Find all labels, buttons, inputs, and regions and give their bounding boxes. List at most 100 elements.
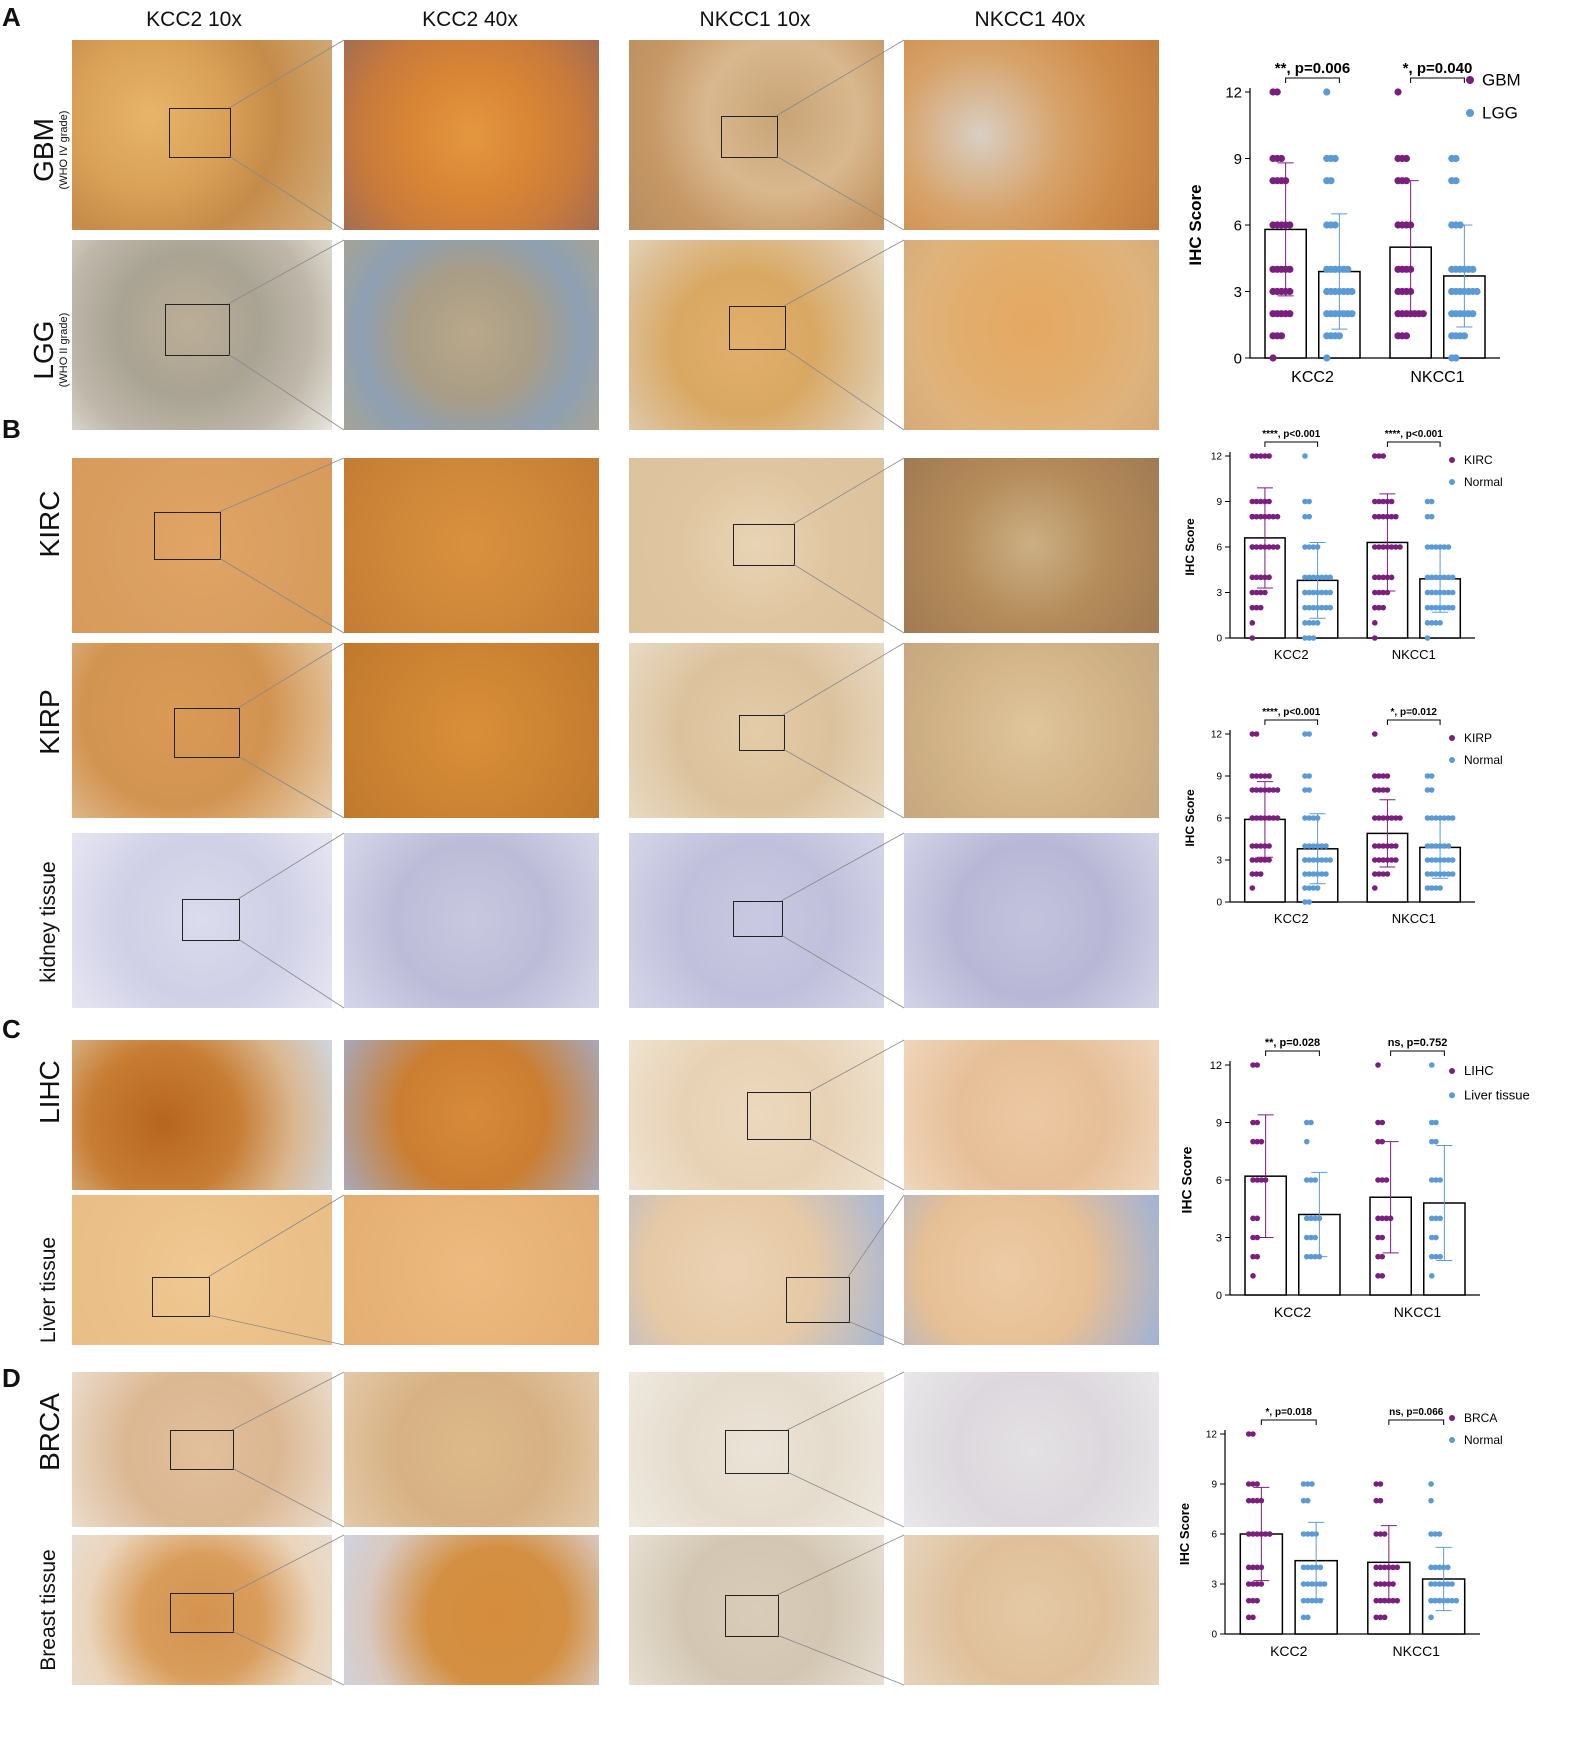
data-point (1380, 453, 1387, 459)
micrograph-breast-kcc2-10x (72, 1535, 332, 1685)
data-point (1407, 287, 1415, 296)
data-point (1323, 574, 1329, 581)
data-point (1314, 604, 1321, 611)
data-point (1456, 221, 1464, 229)
data-point (1318, 871, 1325, 877)
data-point (1387, 1215, 1394, 1222)
data-point (1318, 843, 1325, 849)
y-tick-label: 12 (1211, 730, 1223, 741)
data-point (1310, 843, 1317, 849)
data-point (1437, 1177, 1443, 1183)
data-point (1388, 815, 1395, 821)
data-point (1445, 857, 1452, 863)
data-point (1375, 1234, 1381, 1241)
data-point (1310, 871, 1317, 877)
micrograph-gbm-nkcc1-40x (904, 40, 1159, 230)
data-point (1445, 544, 1452, 550)
data-point (1250, 1273, 1256, 1279)
data-point (1424, 871, 1431, 877)
micrograph-lgg-kcc2-10x (72, 240, 332, 430)
significance-label: ****, p<0.001 (1262, 707, 1321, 718)
data-point (1250, 1531, 1256, 1537)
data-point (1449, 815, 1456, 821)
data-point (1379, 1119, 1386, 1126)
roi-box (182, 899, 240, 941)
significance-bracket (1265, 1050, 1320, 1056)
significance-label: **, p=0.028 (1265, 1037, 1320, 1049)
y-tick-label: 3 (1234, 284, 1242, 301)
data-point (1397, 544, 1403, 550)
data-point (1380, 604, 1387, 611)
data-point (1274, 787, 1281, 793)
y-tick-label: 0 (1211, 1630, 1217, 1641)
data-point (1302, 589, 1308, 596)
y-tick-label: 9 (1234, 151, 1242, 168)
data-point (1373, 1614, 1380, 1621)
data-point (1381, 1581, 1388, 1587)
data-point (1379, 1273, 1386, 1279)
data-point (1428, 1564, 1434, 1571)
data-point (1323, 589, 1329, 596)
legend-marker (1466, 76, 1474, 84)
data-point (1257, 589, 1264, 596)
column-header-nkcc1-10x: NKCC1 10x (699, 8, 811, 31)
data-point (1262, 544, 1268, 550)
data-point (1318, 857, 1325, 863)
data-point (1257, 843, 1264, 849)
data-point (1376, 498, 1382, 505)
data-point (1323, 604, 1329, 611)
data-point (1300, 1614, 1307, 1621)
data-point (1249, 731, 1256, 737)
data-point (1300, 1497, 1307, 1504)
data-point (1445, 1581, 1451, 1587)
data-point (1249, 574, 1256, 581)
data-point (1433, 1119, 1439, 1126)
micrograph-breast-nkcc1-10x (629, 1535, 884, 1685)
data-point (1384, 544, 1391, 550)
data-point (1312, 1234, 1318, 1241)
data-point (1388, 544, 1395, 550)
data-point (1327, 177, 1335, 185)
data-point (1250, 1234, 1256, 1241)
legend-label: Normal (1464, 1433, 1503, 1447)
legend-marker (1466, 109, 1474, 117)
data-point (1473, 287, 1481, 296)
data-point (1381, 1597, 1388, 1604)
data-point (1372, 620, 1378, 626)
micrograph-lihc-kcc2-40x (344, 1040, 599, 1190)
data-point (1270, 513, 1277, 520)
data-point (1254, 1062, 1261, 1068)
roi-box (733, 901, 783, 937)
data-point (1249, 635, 1256, 641)
data-point (1375, 1062, 1381, 1068)
roi-box (729, 306, 786, 350)
data-point (1327, 857, 1333, 863)
data-point (1433, 1177, 1439, 1183)
row-label-lgg-main: LGG (28, 320, 59, 380)
y-tick-label: 0 (1234, 350, 1242, 367)
data-point (1250, 1119, 1256, 1126)
data-point (1428, 574, 1435, 581)
micrograph-kirp-kcc2-10x (72, 643, 332, 818)
data-point (1323, 843, 1329, 849)
y-tick-label: 6 (1211, 1530, 1217, 1541)
micrograph-kirc-nkcc1-10x (629, 458, 884, 633)
y-tick-label: 12 (1211, 452, 1223, 463)
data-point (1249, 498, 1256, 505)
data-point (1348, 310, 1356, 318)
legend-marker (1449, 757, 1455, 763)
data-point (1266, 773, 1272, 779)
data-point (1424, 574, 1431, 581)
data-point (1303, 1234, 1310, 1241)
data-point (1249, 604, 1256, 611)
data-point (1302, 635, 1308, 641)
y-tick-label: 9 (1216, 772, 1222, 783)
data-point (1372, 787, 1378, 793)
y-tick-label: 6 (1216, 1175, 1222, 1187)
chart-panel-b-kirc: 0 3 6 9 12 IHC Score KCC2 ****, p<0.001 NKCC1 ***… (1183, 429, 1503, 662)
data-point (1253, 871, 1260, 877)
data-point (1437, 843, 1443, 849)
data-point (1460, 332, 1468, 340)
roi-box (169, 108, 231, 158)
data-point (1269, 354, 1277, 362)
